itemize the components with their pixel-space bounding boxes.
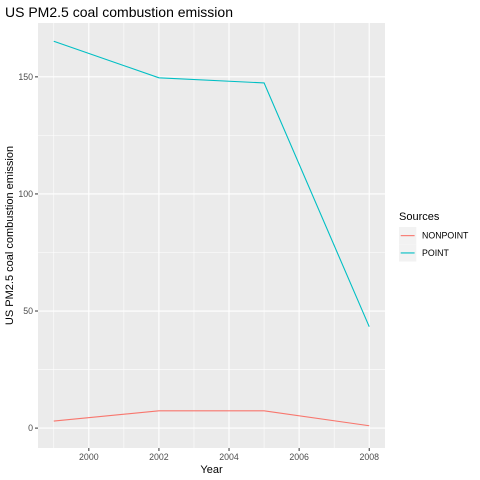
y-tick-label: 50 [23,306,33,316]
plot-panel [38,23,385,448]
series-line-nonpoint [53,410,370,427]
grid [38,23,385,448]
series-lines [53,40,370,427]
y-tick-label: 0 [28,423,33,433]
legend-label: NONPOINT [422,231,469,241]
y-axis-title: US PM2.5 coal combustion emission [4,146,16,325]
x-tick-label: 2008 [359,452,379,462]
legend-title: Sources [399,211,440,223]
axis-ticks: 2000 2002 2004 2006 2008 0 50 100 150 [18,72,379,462]
series-line-point [53,40,370,327]
y-tick-label: 100 [18,189,33,199]
x-tick-label: 2002 [149,452,169,462]
x-tick-label: 2006 [289,452,309,462]
x-tick-label: 2000 [79,452,99,462]
x-tick-label: 2004 [219,452,239,462]
y-tick-label: 150 [18,72,33,82]
chart-title: US PM2.5 coal combustion emission [5,4,233,20]
legend: Sources NONPOINT POINT [399,211,469,262]
x-axis-title: Year [200,464,223,476]
legend-label: POINT [422,248,450,258]
